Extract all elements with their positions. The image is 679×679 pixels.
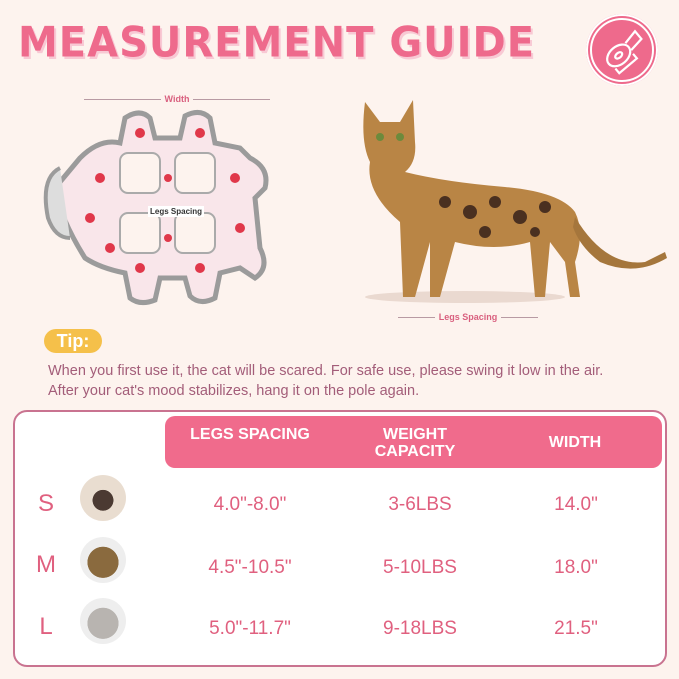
siamese-cat-photo <box>80 475 126 521</box>
weight-capacity-value: 3-6LBS <box>388 494 452 515</box>
tape-measure-icon <box>586 14 658 86</box>
size-table-header <box>165 416 662 468</box>
silver-cat-photo <box>80 598 126 644</box>
garment-illustration <box>40 108 290 308</box>
garment-legs-spacing-label: Legs Spacing <box>148 206 205 217</box>
weight-capacity-value: 5-10LBS <box>383 557 457 578</box>
tabby-cat-photo <box>80 537 126 583</box>
size-label: S <box>37 490 54 517</box>
size-label: L <box>39 613 53 640</box>
header-width: WIDTH <box>548 434 602 451</box>
size-label: M <box>36 551 56 578</box>
header-legs-spacing: LEGS SPACING <box>190 426 310 443</box>
page-title: MEASUREMENT GUIDE <box>18 18 536 68</box>
header-weight-capacity: WEIGHT CAPACITY <box>374 426 456 460</box>
width-dimension: Width <box>84 94 271 104</box>
tip-badge: Tip: <box>44 329 102 353</box>
legs-spacing-value: 5.0"-11.7" <box>209 618 291 639</box>
cat-legs-spacing-label: Legs Spacing <box>438 312 498 322</box>
width-label: Width <box>164 94 190 104</box>
width-value: 21.5" <box>554 618 598 639</box>
legs-spacing-value: 4.0"-8.0" <box>213 494 287 515</box>
width-value: 14.0" <box>554 494 598 515</box>
legs-spacing-value: 4.5"-10.5" <box>208 557 292 578</box>
width-value: 18.0" <box>554 557 598 578</box>
weight-capacity-value: 9-18LBS <box>383 618 457 639</box>
bengal-cat-photo <box>345 92 675 307</box>
tip-text: When you first use it, the cat will be s… <box>48 363 604 399</box>
cat-legs-spacing-dimension: Legs Spacing <box>398 312 539 322</box>
